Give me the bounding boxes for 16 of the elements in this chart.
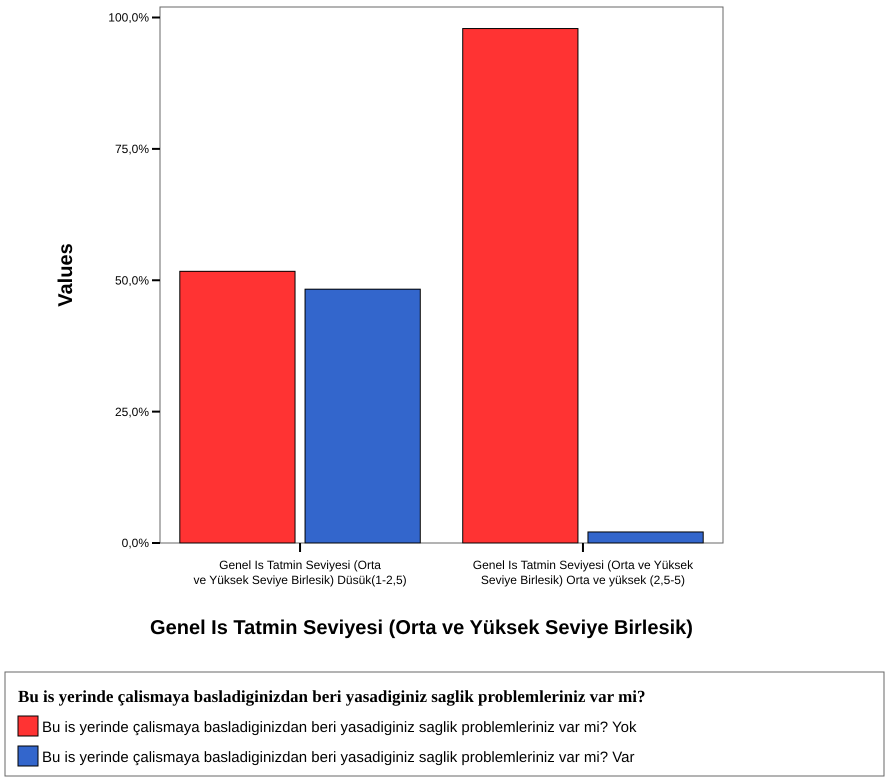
- bar: [587, 531, 704, 544]
- bar: [179, 270, 296, 544]
- y-tick-label: 75,0%: [114, 142, 150, 156]
- bar: [304, 288, 421, 544]
- y-tick-label: 0,0%: [122, 536, 150, 550]
- x-tick-label: Genel Is Tatmin Seviyesi (Orta ve Yüksek Seviye Birlesik) Düsük(1-2,5): [193, 558, 407, 587]
- legend-label: Bu is yerinde çalismaya basladiginizdan beri yasadiginiz saglik problemleriniz var mi? Var: [42, 749, 634, 766]
- y-tick-label: 25,0%: [114, 404, 150, 419]
- y-tick-label: 50,0%: [114, 273, 150, 288]
- x-tick-label: Genel Is Tatmin Seviyesi (Orta ve Yüksek Seviye Birlesik) Orta ve yüksek (2,5-5): [472, 558, 694, 587]
- legend-title: Bu is yerinde çalismaya basladiginizdan beri yasadiginiz saglik problemleriniz var mi?: [18, 687, 646, 706]
- y-axis-title: Values: [55, 243, 77, 307]
- x-axis-title: Genel Is Tatmin Seviyesi (Orta ve Yüksek Seviye Birlesik): [150, 617, 693, 639]
- legend-label: Bu is yerinde çalismaya basladiginizdan beri yasadiginiz saglik problemleriniz var mi? Yok: [42, 719, 637, 736]
- bar: [462, 28, 578, 544]
- y-tick-label: 100,0%: [108, 10, 150, 25]
